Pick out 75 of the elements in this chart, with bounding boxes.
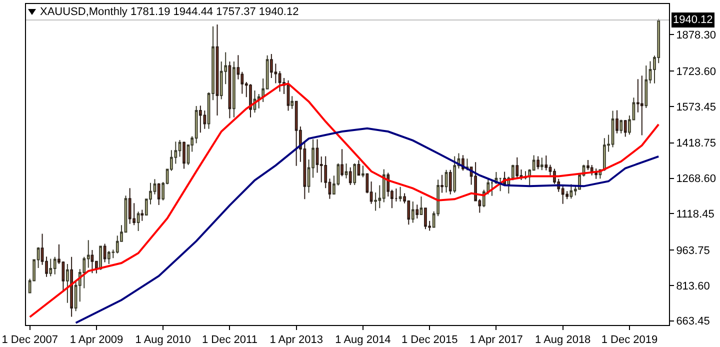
y-tick-label: 1878.30 xyxy=(676,29,716,42)
candlestick xyxy=(453,156,456,194)
candlestick xyxy=(66,263,69,304)
candlestick xyxy=(420,196,423,216)
candlestick xyxy=(490,180,494,196)
candlestick xyxy=(611,110,614,148)
candlestick xyxy=(198,105,202,134)
y-tick-label: 1573.45 xyxy=(676,101,716,114)
candlestick xyxy=(136,211,140,232)
candlestick xyxy=(411,201,414,224)
candlestick xyxy=(516,156,519,178)
candlestick xyxy=(594,168,598,180)
x-tick-label: 1 Aug 2018 xyxy=(535,334,591,346)
candlestick xyxy=(498,177,502,192)
y-tick-label: 1418.75 xyxy=(676,138,716,150)
candlestick xyxy=(99,246,102,270)
candlestick xyxy=(294,100,298,166)
candlestick xyxy=(228,61,232,119)
candlestick xyxy=(416,204,419,219)
x-tick-label: 1 Aug 2014 xyxy=(335,334,391,346)
candlestick xyxy=(182,141,186,170)
x-tick-label: 1 Dec 2011 xyxy=(202,334,258,346)
y-tick-label: 1723.60 xyxy=(676,66,716,78)
candlestick xyxy=(424,208,427,230)
candlestick xyxy=(620,119,623,134)
candlestick xyxy=(348,166,352,186)
candlestick xyxy=(286,80,290,112)
candlestick xyxy=(290,96,294,110)
candlestick xyxy=(249,84,252,118)
candlestick xyxy=(357,160,360,176)
candlestick xyxy=(362,165,364,178)
candlestick xyxy=(640,75,644,136)
candlestick xyxy=(90,250,94,274)
line-series xyxy=(74,127,660,324)
x-tick-label: 1 Apr 2009 xyxy=(70,334,124,346)
candlestick xyxy=(344,163,348,179)
candlestick xyxy=(448,169,452,195)
candlestick xyxy=(536,156,540,170)
candlestick xyxy=(140,209,144,222)
x-tick-label: 1 Apr 2013 xyxy=(270,334,323,346)
line-series xyxy=(28,82,660,318)
x-tick-label: 1 Dec 2019 xyxy=(601,334,658,346)
candlestick xyxy=(602,138,606,170)
x-tick-label: 1 Apr 2017 xyxy=(470,334,523,346)
candlestick xyxy=(340,148,344,177)
candlestick xyxy=(398,186,402,202)
candlestick xyxy=(624,119,627,138)
candlestick xyxy=(570,184,573,200)
candlestick xyxy=(540,157,544,171)
candlestick xyxy=(216,24,219,116)
candlestick xyxy=(103,243,106,263)
x-tick-label: 1 Dec 2015 xyxy=(401,334,458,346)
x-tick-label: 1 Dec 2007 xyxy=(2,334,58,346)
candlestick xyxy=(49,258,52,277)
candlestick xyxy=(566,190,569,200)
candlestick xyxy=(394,188,398,202)
y-tick-label: 1268.60 xyxy=(676,173,716,186)
candlestick xyxy=(107,250,110,264)
ref-line-label: 1940.12 xyxy=(673,14,713,26)
candlestick xyxy=(440,174,444,194)
candlestick xyxy=(128,188,132,224)
y-tick-label: 813.60 xyxy=(676,280,710,292)
candlestick xyxy=(157,182,160,206)
y-tick-label: 663.45 xyxy=(676,316,710,328)
candlestick xyxy=(53,256,56,275)
chart-title: XAUUSD,Monthly 1781.19 1944.44 1757.37 1940.12 xyxy=(40,6,299,18)
y-tick-label: 963.75 xyxy=(676,244,710,257)
candlestick xyxy=(353,162,356,186)
y-tick-label: 1118.45 xyxy=(676,208,714,220)
x-tick-label: 1 Aug 2010 xyxy=(135,334,191,346)
candlestick xyxy=(644,65,648,108)
candlestick xyxy=(444,169,448,194)
candlestick xyxy=(616,110,618,134)
candlestick xyxy=(70,256,73,318)
candlestick xyxy=(232,61,236,118)
